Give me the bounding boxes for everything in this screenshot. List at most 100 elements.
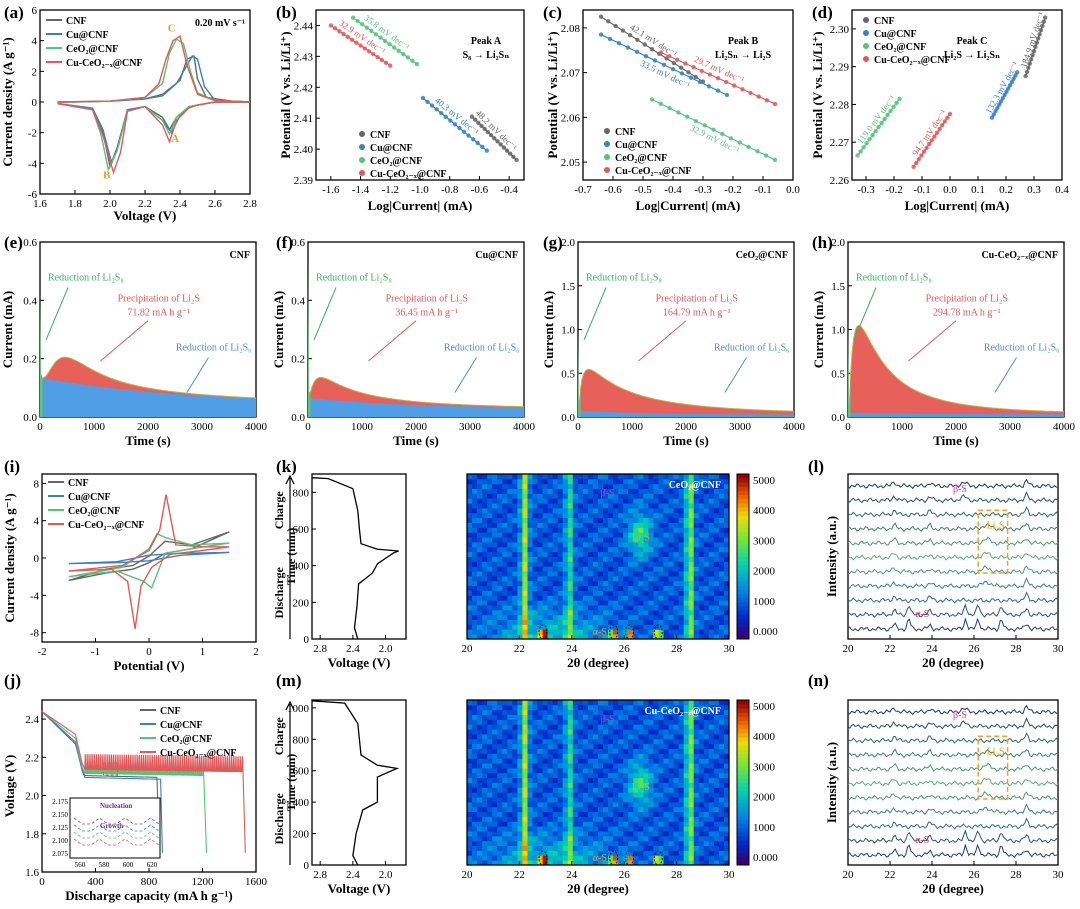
chart-k-colorbar-cell	[737, 564, 749, 570]
chart-m-heat-cell	[608, 840, 614, 846]
chart-m-heat-cell	[688, 709, 695, 715]
chart-k-heat-cell	[653, 537, 659, 543]
chart-k-heat-cell	[678, 508, 684, 514]
chart-k-heat-cell	[532, 512, 538, 519]
chart-m-colorbar-cell	[737, 856, 749, 862]
chart-m-heat-cell	[512, 850, 518, 856]
chart-m-heat-cell	[688, 787, 695, 793]
chart-m-heat-cell	[502, 700, 508, 706]
chart-k-heat-cell	[552, 605, 559, 611]
chart-m-heat-cell	[557, 724, 564, 730]
chart-k-heat-cell	[582, 600, 589, 606]
chart-m-heat-cell	[577, 816, 584, 822]
chart-k-heat-cell	[517, 503, 523, 509]
chart-k-heat-cell	[648, 634, 654, 640]
chart-f-xlabel: Time (s)	[393, 433, 439, 448]
chart-m-heat-cell	[683, 704, 690, 711]
chart-m-heat-cell	[608, 855, 614, 861]
chart-k-heat-cell	[653, 614, 659, 620]
chart-b-point	[470, 137, 476, 142]
chart-m-heat-cell	[703, 792, 710, 798]
chart-k-heat-cell	[703, 580, 710, 587]
chart-k-heat-cell	[497, 483, 503, 489]
chart-k-heat-cell	[678, 571, 684, 577]
chart-m-heat-cell	[663, 840, 669, 846]
chart-m-heat-cell	[673, 753, 679, 759]
chart-k-heat-cell	[708, 488, 715, 494]
chart-m-heat-cell	[598, 835, 604, 842]
chart-m-heat-cell	[668, 729, 674, 735]
chart-k-heat-cell	[708, 585, 715, 591]
chart-k-heat-cell	[623, 508, 629, 514]
chart-k-beta-s: β-S	[601, 488, 615, 499]
chart-l-li2s-label: Li₂S	[987, 520, 1005, 531]
chart-b-point	[452, 122, 458, 127]
panel-label-e: (e)	[4, 233, 23, 252]
chart-m-heat-cell	[487, 758, 493, 764]
chart-m-heat-cell	[502, 734, 508, 740]
chart-k-heat-cell	[537, 609, 543, 616]
chart-k-heat-cell	[572, 498, 579, 504]
chart-c-reaction: Li₂Sₙ → Li₂S	[715, 50, 772, 61]
chart-m-heat-cell	[613, 840, 619, 846]
chart-m-colorbar-label: 4000	[753, 731, 776, 743]
chart-k-time-label: Time (min)	[284, 528, 298, 585]
chart-m-heat-cell	[628, 801, 634, 808]
chart-k-heat-cell	[608, 537, 614, 543]
chart-m-heat-cell	[663, 743, 669, 749]
chart-k-heat-cell	[718, 605, 725, 611]
chart-m-heat-cell	[673, 734, 679, 740]
chart-f-xtick-label: 1000	[351, 421, 374, 433]
chart-m-heat-cell	[577, 714, 584, 720]
chart-m-heat-cell	[517, 835, 523, 842]
chart-m-heat-cell	[618, 734, 624, 740]
chart-k-heat-cell	[638, 483, 644, 489]
chart-k-heat-cell	[577, 575, 584, 582]
chart-d-slope-label: 94.7 mV dec⁻¹	[910, 107, 949, 157]
chart-m-heat-cell	[482, 734, 488, 740]
chart-c-point	[616, 41, 622, 46]
chart-k-heat-cell	[633, 532, 639, 538]
chart-k-heat-cell	[673, 508, 679, 514]
chart-l-li2s-box	[977, 509, 1009, 574]
chart-m-heat-cell	[527, 724, 533, 730]
chart-k-heat-cell	[532, 474, 538, 480]
chart-m-heat-cell	[653, 758, 659, 764]
chart-m-heat-cell	[507, 719, 513, 725]
chart-k-heat-cell	[678, 488, 684, 494]
chart-m-heat-cell	[482, 763, 488, 769]
chart-m-heat-cell	[517, 792, 523, 798]
chart-k-heat-cell	[603, 478, 609, 485]
chart-m-heat-cell	[648, 826, 654, 832]
chart-m-heat-cell	[482, 772, 488, 779]
chart-m-heat-cell	[683, 734, 690, 740]
chart-m-heat-cell	[623, 840, 629, 846]
chart-m-heat-cell	[542, 816, 548, 822]
chart-m-heat-cell	[587, 758, 594, 764]
chart-c-point	[686, 70, 691, 75]
chart-k-heat-cell	[628, 503, 634, 509]
chart-c-xtick-label: 0.0	[786, 184, 800, 196]
chart-k-heat-cell	[467, 522, 473, 528]
chart-k-heat-cell	[603, 571, 609, 577]
chart-k-heat-cell	[593, 624, 599, 630]
chart-m-heat-cell	[507, 714, 513, 720]
chart-m-heat-cell	[487, 748, 493, 754]
chart-k-heat-cell	[557, 624, 564, 630]
chart-m-heat-cell	[638, 797, 644, 803]
chart-k-heat-cell	[613, 614, 619, 620]
chart-a-legend-entry: Cu-CeO₂₋ₓ@CNF	[66, 58, 143, 69]
chart-j-inset-xtick: 620	[147, 861, 158, 869]
chart-m-heat-cell	[623, 855, 629, 861]
chart-k-heat-cell	[472, 503, 478, 509]
chart-m-heat-cell	[613, 816, 619, 822]
chart-m-colorbar-cell	[737, 836, 749, 841]
chart-m-heat-cell	[643, 709, 649, 715]
chart-m-heat-cell	[522, 763, 528, 769]
chart-m-heat-cell	[628, 831, 634, 837]
chart-k-heat-cell	[593, 575, 599, 582]
chart-m-heat-cell	[693, 767, 700, 774]
chart-c-point	[728, 136, 734, 141]
chart-m-heat-cell	[512, 855, 518, 861]
